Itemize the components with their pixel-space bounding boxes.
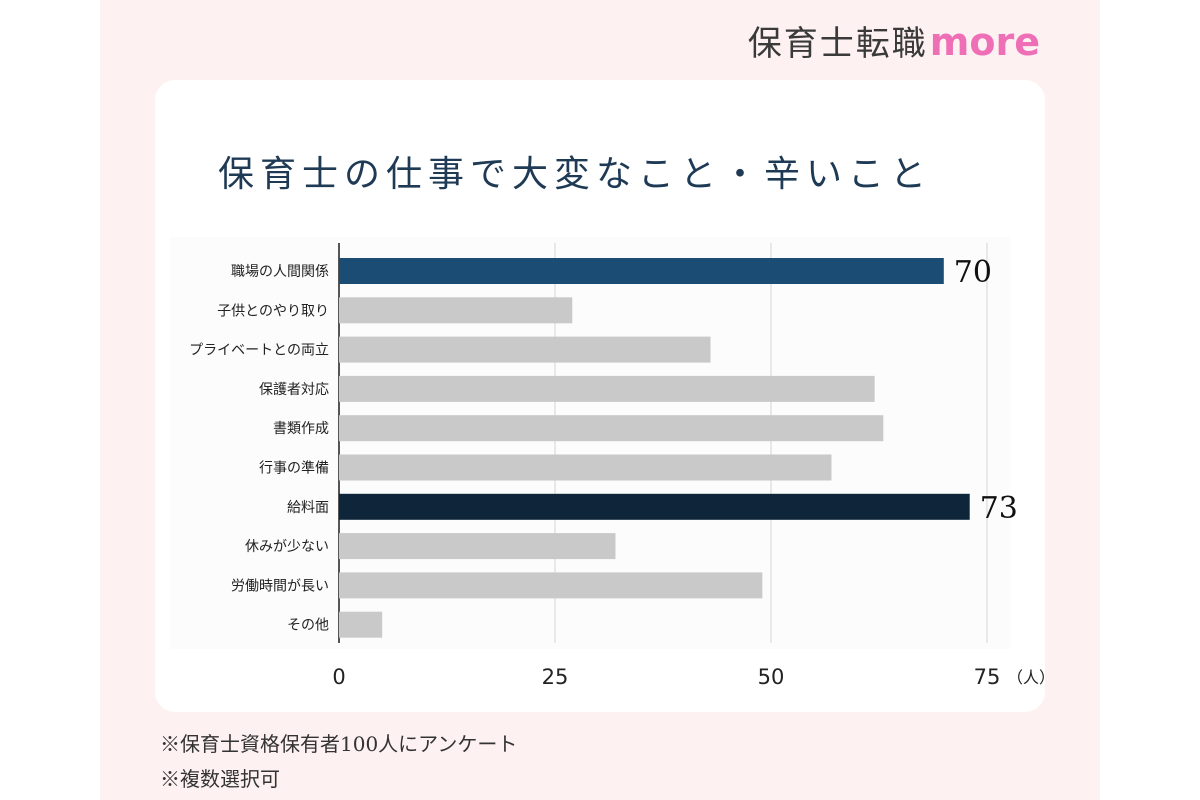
- x-tick-label: 0: [332, 665, 345, 689]
- category-label: 休みが少ない: [245, 539, 329, 555]
- category-label: 給料面: [287, 500, 329, 516]
- bar: [339, 375, 875, 402]
- category-label: プライベートとの両立: [189, 343, 329, 359]
- bar: [339, 415, 884, 442]
- x-tick-label: 25: [542, 665, 569, 689]
- bar: [339, 297, 573, 324]
- data-label: 73: [980, 491, 1018, 526]
- category-label: 労働時間が長い: [231, 578, 329, 594]
- bar: [339, 454, 832, 481]
- x-tick-label: 50: [758, 665, 785, 689]
- bar: [339, 533, 616, 560]
- bar-layer: [339, 258, 970, 638]
- brand-logo: 保育士転職 more: [748, 16, 1040, 65]
- label-layer: 0 25 50 75 （人） 職場の人間関係 70 子供とのやり取りプライベートとの両立保護者…: [189, 255, 1055, 689]
- category-label: 書類作成: [273, 421, 329, 437]
- note-survey: ※保育士資格保有者100人にアンケート: [160, 732, 518, 756]
- brand-name-en: more: [929, 20, 1040, 64]
- category-label: 行事の準備: [259, 461, 329, 477]
- chart-title: 保育士の仕事で大変なこと・辛いこと: [218, 154, 933, 195]
- bar: [339, 611, 383, 638]
- bar: [339, 572, 763, 599]
- category-label: 子供とのやり取り: [217, 303, 329, 319]
- category-label: 職場の人間関係: [231, 264, 329, 280]
- x-unit-label: （人）: [1007, 668, 1055, 687]
- bar: [339, 493, 970, 520]
- note-multiple: ※複数選択可: [160, 767, 280, 791]
- category-label: その他: [287, 618, 329, 634]
- data-label: 70: [954, 255, 992, 290]
- bar: [339, 336, 711, 363]
- category-label: 保護者対応: [259, 382, 329, 398]
- bar: [339, 258, 944, 284]
- x-tick-label: 75: [974, 665, 1001, 689]
- brand-name-jp: 保育士転職: [747, 24, 928, 64]
